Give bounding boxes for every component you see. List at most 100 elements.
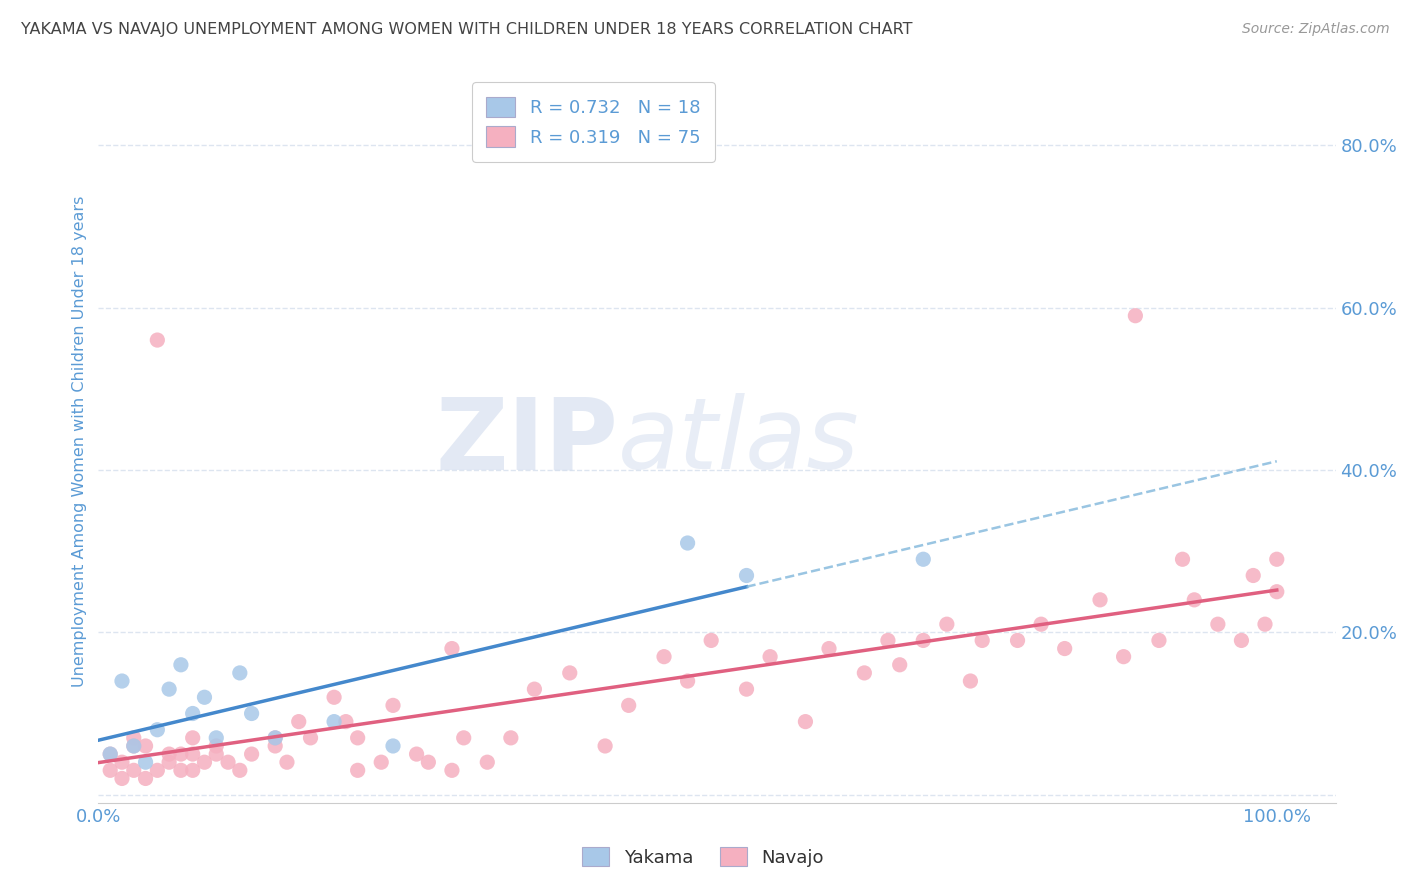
Point: [170, 747, 193, 761]
Point: [382, 698, 405, 713]
Point: [135, 739, 157, 753]
Point: [98, 747, 121, 761]
Point: [229, 764, 252, 778]
Point: [240, 706, 263, 721]
Point: [1007, 633, 1029, 648]
Point: [1182, 592, 1205, 607]
Point: [170, 657, 193, 672]
Point: [181, 731, 204, 745]
Point: [700, 633, 723, 648]
Point: [205, 739, 228, 753]
Point: [98, 764, 121, 778]
Point: [453, 731, 475, 745]
Point: [170, 764, 193, 778]
Legend: R = 0.732   N = 18, R = 0.319   N = 75: R = 0.732 N = 18, R = 0.319 N = 75: [472, 82, 714, 161]
Point: [157, 747, 180, 761]
Point: [499, 731, 522, 745]
Point: [1029, 617, 1052, 632]
Point: [1171, 552, 1194, 566]
Point: [181, 706, 204, 721]
Text: YAKAMA VS NAVAJO UNEMPLOYMENT AMONG WOMEN WITH CHILDREN UNDER 18 YEARS CORRELATI: YAKAMA VS NAVAJO UNEMPLOYMENT AMONG WOME…: [21, 22, 912, 37]
Point: [1088, 592, 1111, 607]
Point: [972, 633, 994, 648]
Point: [122, 739, 145, 753]
Point: [877, 633, 900, 648]
Point: [323, 690, 346, 705]
Point: [276, 755, 298, 769]
Point: [889, 657, 911, 672]
Point: [794, 714, 817, 729]
Point: [157, 755, 180, 769]
Point: [676, 536, 699, 550]
Point: [652, 649, 675, 664]
Point: [676, 673, 699, 688]
Point: [335, 714, 357, 729]
Point: [912, 633, 935, 648]
Point: [146, 764, 169, 778]
Point: [440, 641, 463, 656]
Point: [1125, 309, 1147, 323]
Point: [418, 755, 440, 769]
Point: [240, 747, 263, 761]
Point: [122, 764, 145, 778]
Point: [111, 673, 134, 688]
Point: [593, 739, 616, 753]
Point: [146, 333, 169, 347]
Point: [477, 755, 499, 769]
Point: [346, 764, 368, 778]
Point: [122, 739, 145, 753]
Point: [959, 673, 981, 688]
Point: [229, 665, 252, 680]
Point: [111, 755, 134, 769]
Point: [122, 731, 145, 745]
Point: [299, 731, 322, 745]
Point: [912, 552, 935, 566]
Point: [818, 641, 841, 656]
Point: [193, 690, 215, 705]
Point: [405, 747, 427, 761]
Point: [735, 568, 758, 582]
Point: [1265, 584, 1288, 599]
Point: [264, 731, 287, 745]
Legend: Yakama, Navajo: Yakama, Navajo: [575, 840, 831, 874]
Point: [135, 772, 157, 786]
Point: [523, 682, 546, 697]
Point: [98, 747, 121, 761]
Y-axis label: Unemployment Among Women with Children Under 18 years: Unemployment Among Women with Children U…: [72, 196, 87, 687]
Point: [111, 772, 134, 786]
Point: [264, 731, 287, 745]
Point: [217, 755, 239, 769]
Point: [853, 665, 876, 680]
Text: atlas: atlas: [619, 393, 859, 490]
Text: ZIP: ZIP: [436, 393, 619, 490]
Point: [205, 747, 228, 761]
Point: [1254, 617, 1277, 632]
Point: [193, 755, 215, 769]
Point: [146, 723, 169, 737]
Point: [287, 714, 309, 729]
Point: [759, 649, 782, 664]
Point: [346, 731, 368, 745]
Point: [935, 617, 957, 632]
Point: [181, 764, 204, 778]
Point: [135, 755, 157, 769]
Point: [382, 739, 405, 753]
Point: [1206, 617, 1229, 632]
Point: [264, 739, 287, 753]
Point: [157, 682, 180, 697]
Point: [1241, 568, 1264, 582]
Text: Source: ZipAtlas.com: Source: ZipAtlas.com: [1241, 22, 1389, 37]
Point: [558, 665, 581, 680]
Point: [1053, 641, 1076, 656]
Point: [1230, 633, 1253, 648]
Point: [205, 731, 228, 745]
Point: [735, 682, 758, 697]
Point: [323, 714, 346, 729]
Point: [1112, 649, 1135, 664]
Point: [617, 698, 640, 713]
Point: [440, 764, 463, 778]
Point: [1147, 633, 1170, 648]
Point: [370, 755, 392, 769]
Point: [1265, 552, 1288, 566]
Point: [181, 747, 204, 761]
